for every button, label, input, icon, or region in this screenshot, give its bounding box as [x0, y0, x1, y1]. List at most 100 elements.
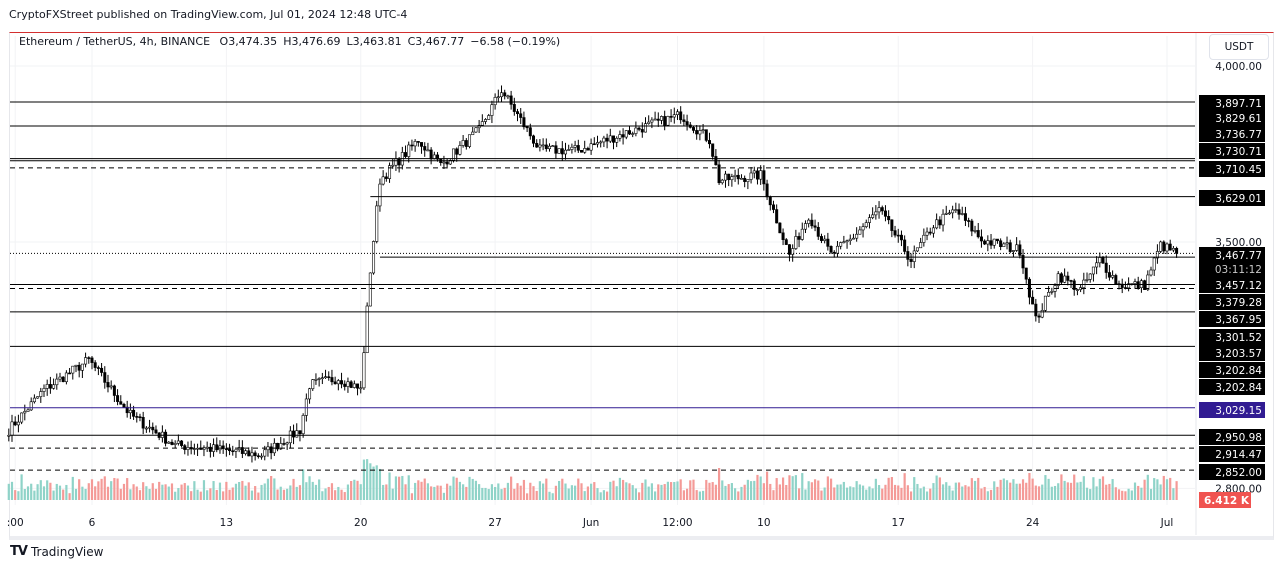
volume-bar [1092, 477, 1095, 500]
volume-bar [1165, 479, 1169, 500]
volume-bar [161, 484, 164, 500]
candle [541, 144, 545, 147]
volume-bar [106, 486, 110, 500]
volume-bar [781, 477, 785, 500]
volume-bar [420, 481, 423, 500]
volume-bar [695, 490, 698, 500]
candle [717, 164, 721, 184]
candle [151, 426, 155, 431]
ohlc-high: H3,476.69 [283, 35, 341, 48]
price-level-label: 3,736.77 [1199, 126, 1265, 142]
candle [500, 92, 504, 98]
volume-bar [330, 483, 334, 500]
candle [704, 129, 708, 141]
candle [308, 388, 312, 400]
volume-bar [590, 483, 593, 500]
candle [573, 145, 577, 148]
volume-bar [1089, 489, 1092, 500]
volume-bar [829, 478, 833, 500]
volume-bar [1127, 488, 1130, 500]
candle [864, 222, 868, 227]
volume-bar [852, 487, 855, 500]
y-tick-label: 4,000.00 [1215, 61, 1262, 73]
volume-bar [148, 488, 151, 500]
volume-bar [1012, 479, 1015, 500]
price-level-label: 3,202.84 [1199, 379, 1265, 395]
candle [1095, 262, 1099, 268]
volume-bar [481, 487, 484, 500]
volume-bar [644, 479, 647, 500]
volume-bar [993, 481, 996, 500]
currency-button[interactable]: USDT [1209, 34, 1269, 60]
volume-bar [842, 481, 845, 500]
volume-bar [497, 483, 500, 500]
candle [1037, 315, 1041, 318]
candle [986, 240, 990, 245]
volume-bar [737, 491, 740, 500]
candle [797, 236, 801, 240]
volume-bar [903, 473, 906, 500]
volume-bar [845, 487, 849, 500]
candle [138, 416, 142, 419]
candle [851, 237, 855, 240]
candle [999, 240, 1003, 248]
volume-bar [807, 481, 810, 500]
candle [1143, 280, 1147, 290]
candle [148, 426, 152, 429]
volume-bar [1063, 480, 1066, 500]
volume-bar [1066, 482, 1069, 500]
candle [595, 142, 599, 145]
volume-bar [1098, 478, 1101, 500]
candle [320, 377, 324, 380]
candle [1133, 281, 1137, 284]
volume-bar [669, 482, 673, 500]
volume-bar [356, 480, 359, 500]
candle [292, 430, 296, 438]
candle [925, 231, 929, 236]
candle [93, 362, 97, 368]
tradingview-brand[interactable]: 𝗧𝗩 TradingView [10, 544, 103, 559]
candle [1127, 283, 1131, 289]
volume-bar [657, 484, 660, 500]
candle [61, 376, 65, 383]
candle [87, 357, 91, 359]
candle [80, 363, 84, 371]
candle [84, 357, 88, 365]
candle [679, 111, 683, 121]
x-tick-label: 24 [1026, 517, 1040, 529]
candle [794, 236, 798, 249]
candle [877, 207, 881, 213]
candle [791, 248, 795, 255]
candle [20, 412, 24, 423]
volume-bar [305, 482, 308, 500]
volume-bar [1041, 484, 1044, 500]
candle [983, 240, 987, 245]
candle [506, 95, 510, 98]
volume-bar [810, 482, 813, 500]
volume-bar [794, 475, 797, 500]
candle [522, 117, 526, 128]
candle [423, 146, 427, 151]
candle [186, 447, 190, 450]
candle [327, 376, 331, 378]
volume-bar [302, 469, 305, 500]
volume-bar [36, 484, 39, 500]
volume-bar [705, 479, 708, 500]
x-tick-label: 27 [488, 517, 501, 529]
volume-bar [801, 473, 804, 500]
candle [1011, 250, 1015, 252]
candle [739, 177, 743, 180]
volume-bar [526, 493, 529, 500]
candle [64, 372, 68, 383]
volume-bar [1015, 483, 1018, 500]
candle [848, 238, 852, 242]
candle [288, 430, 292, 444]
candle [16, 421, 20, 426]
brand-name: TradingView [30, 544, 104, 559]
volume-bar [1037, 486, 1041, 500]
symbol-title[interactable]: Ethereum / TetherUS, 4h, BINANCE [19, 35, 211, 48]
volume-bar [746, 479, 749, 500]
candles [7, 85, 1179, 463]
volume-bar [602, 490, 605, 500]
